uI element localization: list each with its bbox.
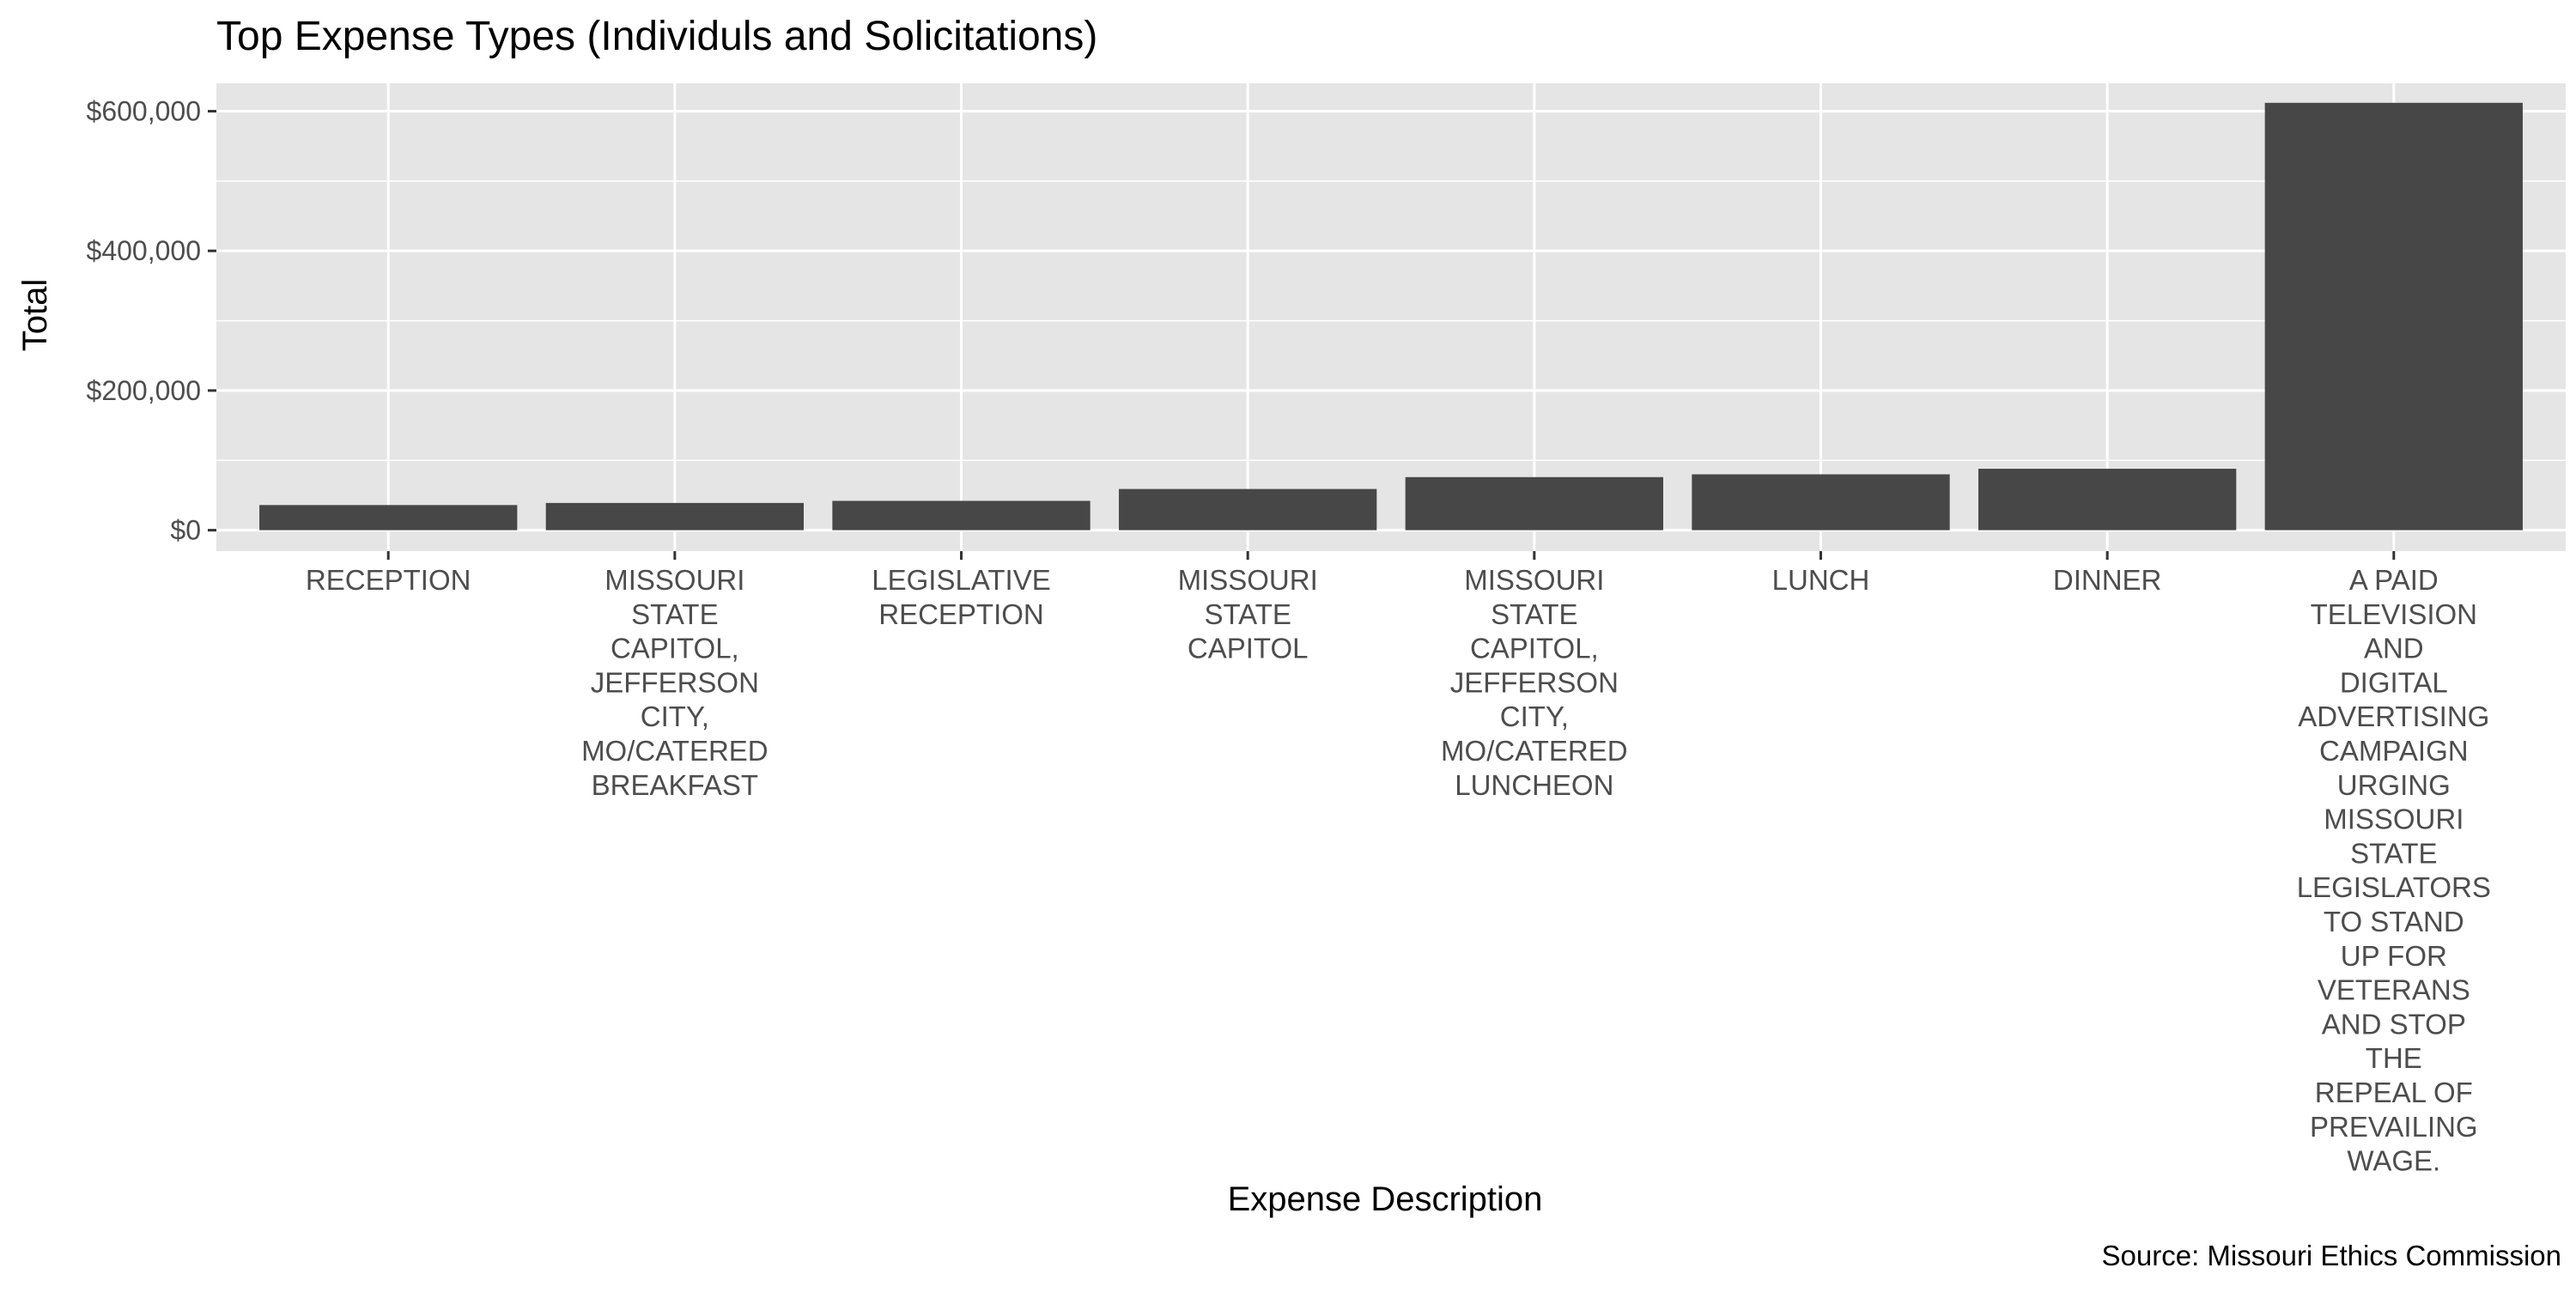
x-tick-label: RECEPTION [306,564,471,596]
y-tick-label: $200,000 [87,375,201,406]
x-tick-label: LUNCH [1772,564,1870,596]
x-tick-label: DINNER [2053,564,2162,596]
y-tick-label: $600,000 [87,96,201,127]
bar [1692,474,1950,531]
bar [832,500,1091,531]
bar [1119,488,1377,531]
bar [545,502,804,531]
y-tick-label: $400,000 [87,235,201,266]
axes: $0 $200,000 $400,000 $600,000 RECEPTION MISSO… [87,96,2491,1177]
chart-title: Top Expense Types (Individuls and Solici… [216,14,1097,59]
bar [1978,469,2237,531]
bar [259,505,518,531]
chart-caption: Source: Missouri Ethics Commission [2102,1240,2561,1271]
bar [2264,102,2523,531]
y-axis-title: Total [16,279,54,352]
bars [259,102,2523,531]
x-tick-label: A PAID TELEVISION AND DIGITAL ADVERTISING CAM… [2297,564,2491,1177]
x-tick-label: MISSOURI STATE CAPITOL, JEFFERSON CITY, MO/CA… [1441,564,1628,801]
x-axis-title: Expense Description [1228,1180,1543,1218]
bar [1405,476,1663,531]
y-tick-label: $0 [170,515,201,546]
x-tick-label: MISSOURI STATE CAPITOL [1178,564,1318,664]
x-tick-label: LEGISLATIVE RECEPTION [872,564,1050,630]
x-tick-label: MISSOURI STATE CAPITOL, JEFFERSON CITY, MO/CA… [581,564,769,801]
